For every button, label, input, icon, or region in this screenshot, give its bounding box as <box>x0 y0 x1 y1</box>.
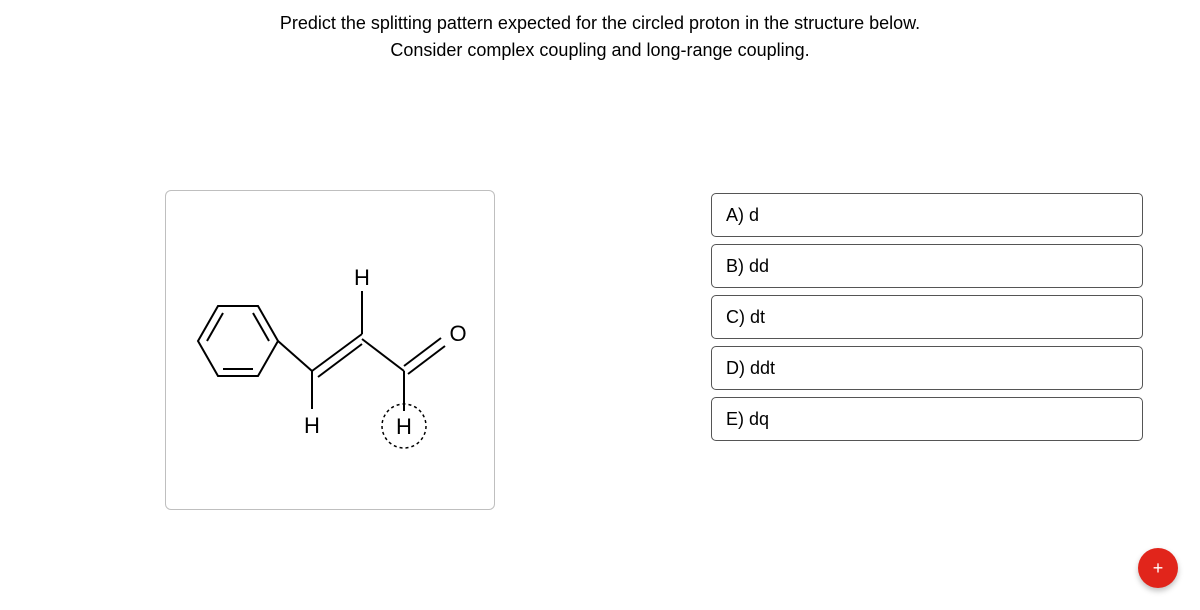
question-line-1: Predict the splitting pattern expected f… <box>0 10 1200 37</box>
benzene-ring <box>198 306 278 376</box>
question-line-2: Consider complex coupling and long-range… <box>0 37 1200 64</box>
option-c[interactable]: C) dt <box>711 295 1143 339</box>
add-button[interactable]: + <box>1138 548 1178 588</box>
option-c-label: C) dt <box>726 307 765 328</box>
label-H-left: H <box>304 413 320 438</box>
option-e-label: E) dq <box>726 409 769 430</box>
option-b[interactable]: B) dd <box>711 244 1143 288</box>
option-a[interactable]: A) d <box>711 193 1143 237</box>
option-d-label: D) ddt <box>726 358 775 379</box>
structure-svg: H H H O <box>166 191 496 511</box>
content-area: H H H O A) d B) dd C) dt D) ddt E) dq <box>0 190 1200 510</box>
option-b-label: B) dd <box>726 256 769 277</box>
option-e[interactable]: E) dq <box>711 397 1143 441</box>
answer-options: A) d B) dd C) dt D) ddt E) dq <box>711 193 1143 448</box>
option-a-label: A) d <box>726 205 759 226</box>
label-O: O <box>449 321 466 346</box>
chemical-structure: H H H O <box>165 190 495 510</box>
option-d[interactable]: D) ddt <box>711 346 1143 390</box>
label-H-circled: H <box>396 414 412 439</box>
vinyl-chain <box>278 291 445 411</box>
plus-icon: + <box>1153 558 1164 579</box>
label-H-top: H <box>354 265 370 290</box>
question-text: Predict the splitting pattern expected f… <box>0 0 1200 64</box>
